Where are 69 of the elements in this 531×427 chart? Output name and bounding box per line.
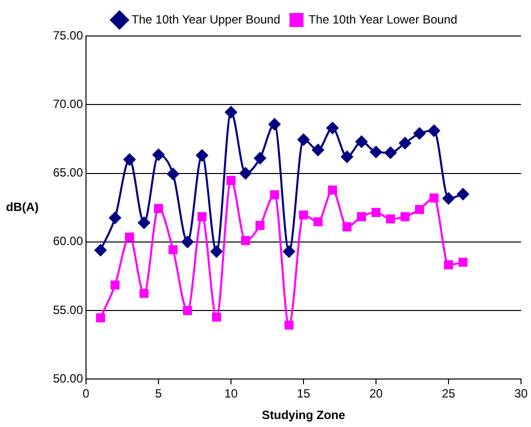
point [356, 212, 366, 222]
point [428, 124, 440, 137]
y-tick-label: 70.00 [53, 96, 84, 111]
point [444, 260, 454, 270]
legend-label: The 10th Year Upper Bound [132, 12, 280, 26]
point [94, 244, 107, 256]
point [298, 210, 308, 220]
point [139, 288, 149, 298]
point [167, 168, 180, 180]
point [268, 118, 281, 130]
point [399, 137, 412, 150]
point [196, 149, 208, 162]
point [341, 150, 354, 163]
point [226, 176, 236, 185]
point [313, 217, 323, 226]
point [386, 214, 396, 224]
point [124, 232, 134, 242]
x-tick-label: 15 [296, 386, 311, 401]
y-tick-label: 60.00 [53, 234, 84, 248]
point [124, 154, 136, 166]
point [312, 144, 324, 156]
point [284, 320, 294, 330]
point [342, 222, 352, 232]
y-tick-label: 50.00 [53, 372, 84, 386]
x-tick-label: 10 [224, 386, 238, 401]
point [270, 190, 280, 200]
point [328, 185, 338, 195]
legend-label: The 10th Year Lower Bound [308, 12, 458, 26]
point [400, 212, 410, 222]
point [182, 306, 192, 316]
point [370, 146, 382, 158]
point [457, 188, 470, 200]
x-tick-label: 30 [514, 386, 528, 401]
point [240, 167, 252, 180]
x-tick-label: 20 [369, 386, 384, 401]
y-tick-label: 55.00 [53, 302, 84, 317]
point [414, 127, 426, 140]
y-tick-label: 65.00 [53, 166, 84, 180]
point [255, 220, 265, 230]
point [152, 148, 165, 161]
point [96, 313, 106, 322]
x-tick-label: 25 [442, 386, 456, 401]
point [442, 192, 455, 204]
point [154, 204, 164, 214]
point [225, 106, 238, 118]
point [109, 212, 122, 224]
point [197, 212, 207, 222]
point [356, 136, 368, 148]
point [371, 208, 381, 217]
point [414, 204, 424, 214]
point [298, 134, 310, 146]
point [384, 146, 397, 159]
point [254, 152, 266, 164]
point [283, 246, 296, 258]
y-axis-title: dB(A) [6, 200, 39, 214]
y-tick-label: 75.00 [53, 28, 84, 42]
point [429, 193, 439, 203]
point [458, 258, 468, 267]
x-tick-label: 5 [155, 386, 162, 401]
point [212, 312, 222, 322]
x-tick-label: 0 [82, 386, 90, 401]
point [182, 236, 194, 248]
point [168, 245, 178, 254]
point [110, 280, 120, 290]
point [240, 236, 250, 246]
point [138, 216, 150, 229]
x-axis-title: Studying Zone [262, 408, 346, 422]
point [210, 246, 223, 258]
point [326, 122, 339, 134]
